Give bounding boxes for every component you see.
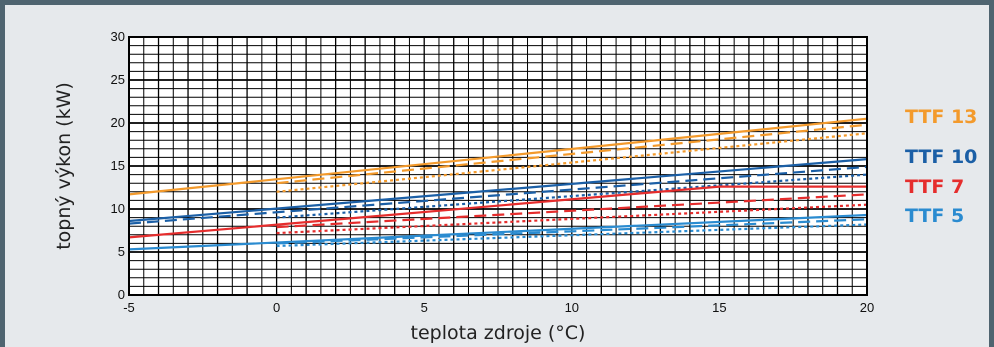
series-line-ttf-7-solid bbox=[128, 185, 867, 239]
y-axis-label: topný výkon (kW) bbox=[53, 82, 75, 250]
series-lines bbox=[128, 117, 868, 251]
series-line-ttf-13-solid bbox=[128, 117, 868, 196]
series-line-ttf-13-dotted bbox=[276, 132, 868, 193]
x-tick-label: 0 bbox=[273, 300, 280, 315]
y-tick-label: 10 bbox=[111, 201, 125, 216]
legend: TTF 13 TTF 10 TTF 7 TTF 5 bbox=[905, 106, 977, 227]
y-tick-label: 30 bbox=[111, 29, 125, 44]
series-line-ttf-5-dashed bbox=[276, 218, 868, 245]
series-line-ttf-7-dotted bbox=[276, 203, 868, 235]
series-line-ttf-10-solid bbox=[128, 158, 868, 223]
y-tick-label: 5 bbox=[118, 244, 125, 259]
series-line-ttf-7-dashed bbox=[276, 193, 868, 229]
x-tick-label: 5 bbox=[421, 300, 428, 315]
y-tick-label: 25 bbox=[111, 72, 125, 87]
legend-entry-ttf-13: TTF 13 bbox=[905, 106, 977, 128]
x-tick-label: 10 bbox=[565, 300, 579, 315]
y-tick-label: 15 bbox=[111, 158, 125, 173]
y-axis-ticks: 0 5 10 15 20 25 30 bbox=[111, 29, 125, 302]
x-axis-label: teplota zdroje (°C) bbox=[411, 322, 586, 344]
series-line-ttf-10-dashed bbox=[128, 165, 868, 225]
x-axis-ticks: -5 0 5 10 15 20 bbox=[123, 300, 874, 315]
x-tick-label: 15 bbox=[712, 300, 726, 315]
x-tick-label: -5 bbox=[123, 300, 135, 315]
y-tick-label: 20 bbox=[111, 115, 125, 130]
plot-border bbox=[128, 36, 868, 296]
series-line-ttf-10-dotted bbox=[276, 173, 868, 219]
series-line-ttf-5-solid bbox=[128, 213, 868, 251]
grid bbox=[128, 36, 868, 296]
x-tick-label: 20 bbox=[860, 300, 874, 315]
series-line-ttf-13-dashed bbox=[276, 123, 868, 185]
y-tick-label: 0 bbox=[118, 287, 125, 302]
series-line-ttf-5-dotted bbox=[276, 223, 868, 248]
legend-entry-ttf-7: TTF 7 bbox=[905, 176, 964, 198]
legend-entry-ttf-10: TTF 10 bbox=[905, 146, 977, 168]
legend-entry-ttf-5: TTF 5 bbox=[905, 205, 964, 227]
